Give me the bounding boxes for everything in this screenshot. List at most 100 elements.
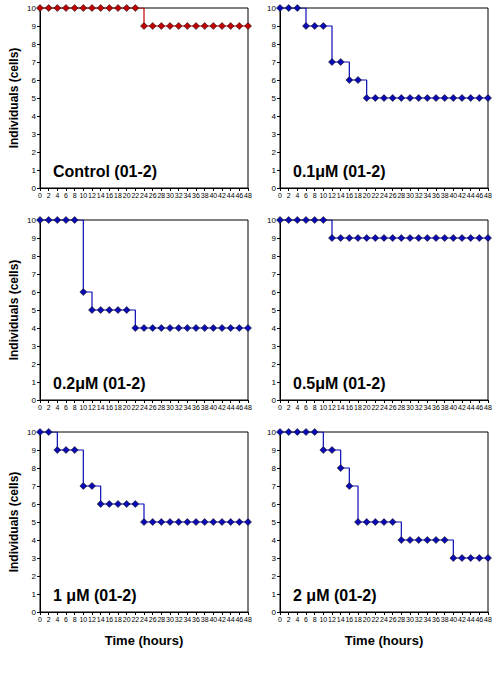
svg-text:6: 6 xyxy=(32,76,37,85)
svg-text:16: 16 xyxy=(105,404,113,411)
svg-text:2: 2 xyxy=(287,192,291,199)
svg-text:1: 1 xyxy=(32,590,37,599)
svg-text:42: 42 xyxy=(218,616,226,623)
svg-text:42: 42 xyxy=(218,404,226,411)
svg-text:Individuals (cells): Individuals (cells) xyxy=(7,260,21,361)
svg-text:6: 6 xyxy=(272,500,277,509)
svg-text:10: 10 xyxy=(27,4,36,13)
svg-text:38: 38 xyxy=(441,192,449,199)
svg-text:28: 28 xyxy=(157,404,165,411)
svg-text:1: 1 xyxy=(32,166,37,175)
svg-text:0: 0 xyxy=(278,616,282,623)
svg-text:26: 26 xyxy=(389,616,397,623)
svg-text:28: 28 xyxy=(157,192,165,199)
svg-text:26: 26 xyxy=(149,404,157,411)
svg-text:3: 3 xyxy=(32,342,37,351)
svg-text:42: 42 xyxy=(458,192,466,199)
svg-text:14: 14 xyxy=(97,616,105,623)
svg-text:2: 2 xyxy=(272,360,277,369)
svg-text:4: 4 xyxy=(295,616,299,623)
svg-text:22: 22 xyxy=(371,404,379,411)
svg-text:Control (01-2): Control (01-2) xyxy=(53,163,157,180)
svg-text:22: 22 xyxy=(371,192,379,199)
svg-text:40: 40 xyxy=(209,616,217,623)
svg-text:12: 12 xyxy=(328,192,336,199)
svg-text:38: 38 xyxy=(441,404,449,411)
svg-text:10: 10 xyxy=(267,216,276,225)
svg-text:9: 9 xyxy=(32,22,37,31)
svg-text:12: 12 xyxy=(88,404,96,411)
svg-text:18: 18 xyxy=(354,404,362,411)
svg-text:4: 4 xyxy=(55,616,59,623)
svg-text:48: 48 xyxy=(244,192,252,199)
svg-text:30: 30 xyxy=(166,192,174,199)
svg-text:44: 44 xyxy=(227,192,235,199)
svg-text:0.1μM (01-2): 0.1μM (01-2) xyxy=(293,163,385,180)
svg-text:2: 2 xyxy=(32,572,37,581)
svg-text:40: 40 xyxy=(449,192,457,199)
svg-text:30: 30 xyxy=(406,616,414,623)
svg-text:36: 36 xyxy=(432,616,440,623)
svg-text:26: 26 xyxy=(389,404,397,411)
svg-text:0: 0 xyxy=(38,616,42,623)
svg-text:34: 34 xyxy=(423,192,431,199)
svg-text:3: 3 xyxy=(32,130,37,139)
svg-text:16: 16 xyxy=(105,192,113,199)
svg-text:48: 48 xyxy=(484,192,492,199)
svg-text:28: 28 xyxy=(157,616,165,623)
svg-text:2 μM (01-2): 2 μM (01-2) xyxy=(293,587,377,604)
svg-text:26: 26 xyxy=(389,192,397,199)
svg-text:1: 1 xyxy=(32,378,37,387)
svg-text:44: 44 xyxy=(227,404,235,411)
svg-text:18: 18 xyxy=(114,192,122,199)
svg-text:34: 34 xyxy=(423,616,431,623)
svg-text:30: 30 xyxy=(166,616,174,623)
svg-text:20: 20 xyxy=(363,404,371,411)
svg-text:42: 42 xyxy=(458,616,466,623)
svg-text:26: 26 xyxy=(149,192,157,199)
svg-text:48: 48 xyxy=(484,404,492,411)
svg-text:18: 18 xyxy=(114,616,122,623)
svg-text:16: 16 xyxy=(345,192,353,199)
svg-text:30: 30 xyxy=(406,192,414,199)
svg-text:24: 24 xyxy=(140,404,148,411)
svg-text:42: 42 xyxy=(218,192,226,199)
svg-text:2: 2 xyxy=(272,148,277,157)
svg-text:1 μM (01-2): 1 μM (01-2) xyxy=(53,587,137,604)
svg-text:30: 30 xyxy=(166,404,174,411)
svg-text:22: 22 xyxy=(131,192,139,199)
svg-text:6: 6 xyxy=(64,404,68,411)
svg-text:36: 36 xyxy=(192,616,200,623)
svg-text:4: 4 xyxy=(32,112,37,121)
svg-text:18: 18 xyxy=(114,404,122,411)
svg-text:10: 10 xyxy=(267,428,276,437)
svg-text:8: 8 xyxy=(32,40,37,49)
svg-text:5: 5 xyxy=(32,94,37,103)
svg-text:30: 30 xyxy=(406,404,414,411)
svg-text:4: 4 xyxy=(272,324,277,333)
svg-text:2: 2 xyxy=(47,616,51,623)
svg-text:46: 46 xyxy=(475,404,483,411)
svg-text:14: 14 xyxy=(97,404,105,411)
svg-text:3: 3 xyxy=(272,554,277,563)
svg-text:8: 8 xyxy=(73,404,77,411)
svg-text:5: 5 xyxy=(272,306,277,315)
svg-text:48: 48 xyxy=(244,616,252,623)
svg-text:Individuals (cells): Individuals (cells) xyxy=(7,472,21,573)
svg-text:20: 20 xyxy=(363,192,371,199)
svg-text:18: 18 xyxy=(354,616,362,623)
svg-text:36: 36 xyxy=(432,192,440,199)
svg-text:2: 2 xyxy=(287,404,291,411)
svg-text:0: 0 xyxy=(272,184,277,193)
svg-text:34: 34 xyxy=(423,404,431,411)
svg-text:42: 42 xyxy=(458,404,466,411)
svg-text:9: 9 xyxy=(32,234,37,243)
svg-text:12: 12 xyxy=(88,192,96,199)
svg-text:18: 18 xyxy=(354,192,362,199)
svg-text:10: 10 xyxy=(79,404,87,411)
svg-text:0: 0 xyxy=(32,608,37,617)
svg-text:8: 8 xyxy=(272,464,277,473)
svg-text:0: 0 xyxy=(32,396,37,405)
svg-text:20: 20 xyxy=(123,404,131,411)
svg-text:24: 24 xyxy=(140,192,148,199)
